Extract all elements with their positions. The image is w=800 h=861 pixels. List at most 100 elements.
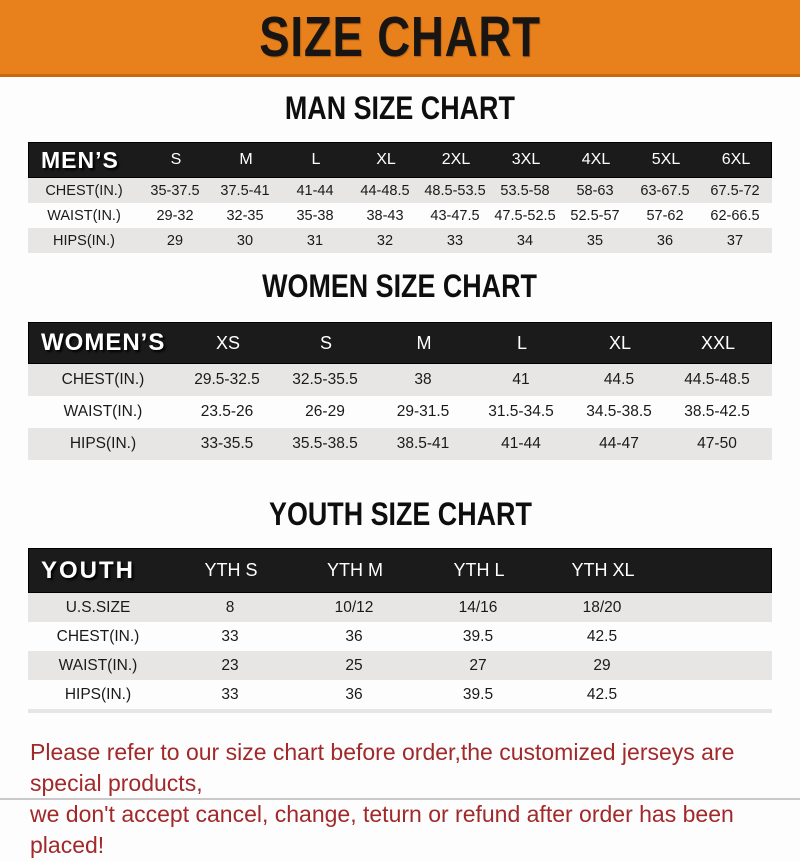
table-cell: 48.5-53.5	[424, 182, 486, 199]
table-cell: 29-31.5	[396, 403, 450, 420]
youth-chart-heading-text: YOUTH SIZE CHART	[268, 496, 532, 532]
table-cell: 37.5-41	[220, 182, 270, 199]
table-row: CHEST(IN.) 29.5-32.5 32.5-35.5 38 41 44.5 44.5…	[28, 364, 772, 396]
table-cell: 34.5-38.5	[586, 403, 652, 420]
women-chart-heading: WOMEN SIZE CHART	[0, 268, 800, 305]
table-cell: 42.5	[586, 685, 618, 703]
table-cell: 44.5	[603, 371, 635, 388]
table-cell: 35-38	[296, 207, 334, 224]
column-header: YTH S	[204, 560, 258, 580]
row-label: CHEST(IN.)	[45, 182, 123, 199]
column-header: XL	[608, 332, 632, 353]
table-row: HIPS(IN.) 33-35.5 35.5-38.5 38.5-41 41-44 44-…	[28, 428, 772, 460]
size-chart-banner: SIZE CHART	[0, 0, 800, 77]
table-cell: 14/16	[458, 598, 498, 616]
table-cell: 36	[656, 232, 674, 249]
youth-chart-heading: YOUTH SIZE CHART	[0, 496, 800, 533]
table-cell: 63-67.5	[640, 182, 690, 199]
men-size-section: MAN SIZE CHART MEN’S S M L XL 2XL 3XL 4XL 5XL 6XL…	[0, 90, 800, 253]
table-cell: 18/20	[582, 598, 622, 616]
column-header: 6XL	[721, 151, 751, 168]
column-header: YTH XL	[571, 560, 635, 580]
table-cell: 44-48.5	[360, 182, 410, 199]
youth-size-table: YOUTH YTH S YTH M YTH L YTH XL U.S.SIZE 8 10/12…	[28, 548, 772, 713]
table-row: CHEST(IN.) 33 36 39.5 42.5	[28, 622, 772, 651]
row-label: WAIST(IN.)	[63, 403, 143, 420]
row-label: CHEST(IN.)	[56, 627, 140, 645]
table-cell: 41-44	[296, 182, 334, 199]
table-cell: 36	[345, 685, 363, 703]
table-row: WAIST(IN.) 29-32 32-35 35-38 38-43 43-47.5 47.…	[28, 203, 772, 228]
table-cell: 29-32	[156, 207, 194, 224]
disclaimer-line-2: we don't accept cancel, change, teturn o…	[30, 801, 734, 858]
column-header: S	[319, 332, 332, 353]
women-chart-heading-text: WOMEN SIZE CHART	[262, 268, 538, 304]
men-chart-heading: MAN SIZE CHART	[0, 90, 800, 127]
column-header: 3XL	[511, 151, 541, 168]
table-cell: 39.5	[462, 627, 494, 645]
column-header: S	[170, 151, 182, 168]
column-header: M	[239, 151, 253, 168]
row-label: HIPS(IN.)	[69, 435, 137, 452]
table-cell: 58-63	[576, 182, 614, 199]
row-label: U.S.SIZE	[65, 598, 131, 616]
table-header-bar: MEN’S S M L XL 2XL 3XL 4XL 5XL 6XL	[28, 142, 772, 178]
table-row: WAIST(IN.) 23.5-26 26-29 29-31.5 31.5-34.5 34…	[28, 396, 772, 428]
column-header: XXL	[700, 332, 736, 353]
row-label: HIPS(IN.)	[64, 685, 132, 703]
table-cell: 62-66.5	[710, 207, 760, 224]
table-cell: 8	[225, 598, 235, 616]
table-cell: 23.5-26	[200, 403, 254, 420]
table-cell: 38.5-41	[396, 435, 450, 452]
column-header: XL	[376, 151, 396, 168]
column-header: XS	[215, 332, 240, 353]
column-header: 4XL	[581, 151, 611, 168]
table-cell: 23	[221, 656, 239, 674]
table-cell: 42.5	[586, 627, 618, 645]
table-cell: 36	[345, 627, 363, 645]
table-cell: 35	[586, 232, 604, 249]
table-cell: 37	[726, 232, 744, 249]
table-cell: 39.5	[462, 685, 494, 703]
table-row: WAIST(IN.) 23 25 27 29	[28, 651, 772, 680]
table-cell: 32.5-35.5	[292, 371, 358, 388]
table-cell: 34	[516, 232, 534, 249]
table-cell: 38-43	[366, 207, 404, 224]
row-label: WAIST(IN.)	[47, 207, 121, 224]
table-cell: 33	[221, 685, 239, 703]
column-header: 5XL	[651, 151, 681, 168]
table-cell: 29.5-32.5	[194, 371, 260, 388]
women-size-table: WOMEN’S XS S M L XL XXL CHEST(IN.) 29.5-32.5 32.5…	[28, 322, 772, 460]
row-label: CHEST(IN.)	[61, 371, 145, 388]
table-cell: 53.5-58	[500, 182, 550, 199]
order-disclaimer: Please refer to our size chart before or…	[30, 737, 800, 861]
table-cell: 32-35	[226, 207, 264, 224]
table-header-label: MEN’S	[41, 146, 119, 173]
table-header-bar: YOUTH YTH S YTH M YTH L YTH XL	[28, 548, 772, 593]
table-cell: 67.5-72	[710, 182, 760, 199]
table-row: HIPS(IN.) 33 36 39.5 42.5	[28, 680, 772, 709]
table-cell: 33	[446, 232, 464, 249]
men-chart-heading-text: MAN SIZE CHART	[285, 90, 515, 126]
column-header: L	[311, 151, 321, 168]
table-row: U.S.SIZE 8 10/12 14/16 18/20	[28, 593, 772, 622]
table-cell: 38	[414, 371, 432, 388]
table-cell: 32	[376, 232, 394, 249]
table-header-label: WOMEN’S	[41, 329, 166, 356]
table-header-bar: WOMEN’S XS S M L XL XXL	[28, 322, 772, 364]
column-header: L	[516, 332, 527, 353]
table-header-label: YOUTH	[41, 556, 135, 584]
table-cell: 41	[512, 371, 530, 388]
table-cell: 57-62	[646, 207, 684, 224]
table-cell: 33-35.5	[200, 435, 254, 452]
table-cell: 43-47.5	[430, 207, 480, 224]
men-size-table: MEN’S S M L XL 2XL 3XL 4XL 5XL 6XL CHEST(IN.) 35-37…	[28, 142, 772, 253]
table-cell: 25	[345, 656, 363, 674]
table-row: HIPS(IN.) 29 30 31 32 33 34 35 36 37	[28, 228, 772, 253]
table-cell: 29	[593, 656, 611, 674]
table-cell: 44-47	[599, 435, 639, 452]
column-header: M	[416, 332, 432, 353]
column-header: YTH M	[327, 560, 383, 580]
youth-size-section: YOUTH SIZE CHART YOUTH YTH S YTH M YTH L YTH…	[0, 496, 800, 713]
table-cell: 30	[236, 232, 254, 249]
